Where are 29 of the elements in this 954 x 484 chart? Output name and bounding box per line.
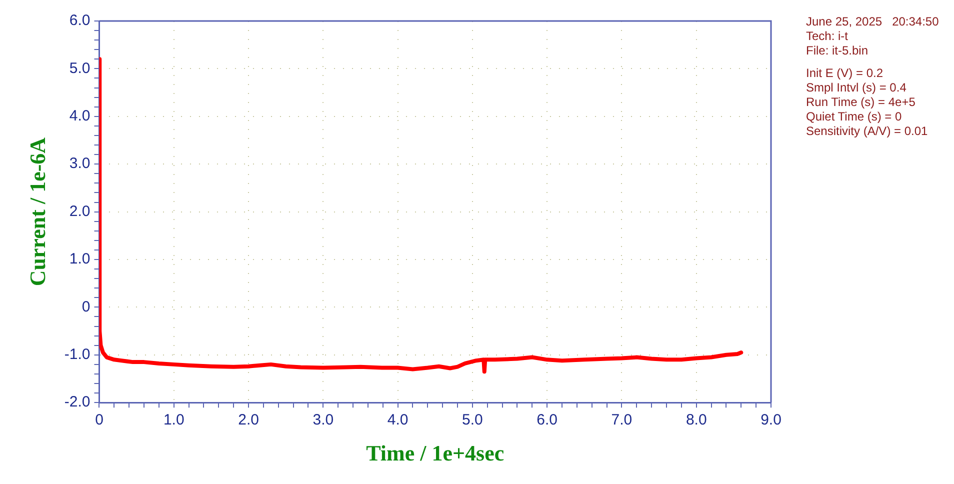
x-tick-label: 9.0 <box>760 412 782 429</box>
x-tick-label: 0 <box>95 412 104 429</box>
text: June 25, 2025 20:34:50 <box>806 14 940 28</box>
y-tick-label: 2.0 <box>69 202 90 220</box>
y-tick-label: 5.0 <box>69 60 90 77</box>
text: Run Time (s) = 4e+5 <box>806 94 916 109</box>
y-tick-label: 1.0 <box>69 250 90 268</box>
y-tick-label: 4.0 <box>69 108 90 125</box>
text: Tech: i-t <box>806 28 849 43</box>
x-tick-label: 1.0 <box>163 412 184 429</box>
x-axis-title: Time / 1e+4sec <box>366 440 504 466</box>
x-tick-label: 5.0 <box>462 412 483 429</box>
x-tick-label: 8.0 <box>686 412 707 429</box>
y-tick-label: 3.0 <box>69 155 90 172</box>
y-axis-title: Current / 1e-6A <box>24 137 50 286</box>
text: File: it-5.bin <box>806 43 868 58</box>
x-tick-label: 4.0 <box>387 412 408 429</box>
text: Quiet Time (s) = 0 <box>806 109 902 124</box>
x-tick-label: 7.0 <box>611 412 632 429</box>
x-tick-label: 3.0 <box>312 412 334 429</box>
x-tick-label: 2.0 <box>238 412 259 429</box>
text: Init E (V) = 0.2 <box>806 66 884 80</box>
y-tick-label: 6.0 <box>69 12 90 30</box>
y-tick-label: 0 <box>82 298 90 316</box>
text: Sensitivity (A/V) = 0.01 <box>806 124 928 138</box>
x-tick-label: 6.0 <box>536 412 558 429</box>
text: Smpl Intvl (s) = 0.4 <box>806 80 907 94</box>
y-tick-label: -2.0 <box>64 394 90 411</box>
y-tick-label: -1.0 <box>64 346 90 364</box>
